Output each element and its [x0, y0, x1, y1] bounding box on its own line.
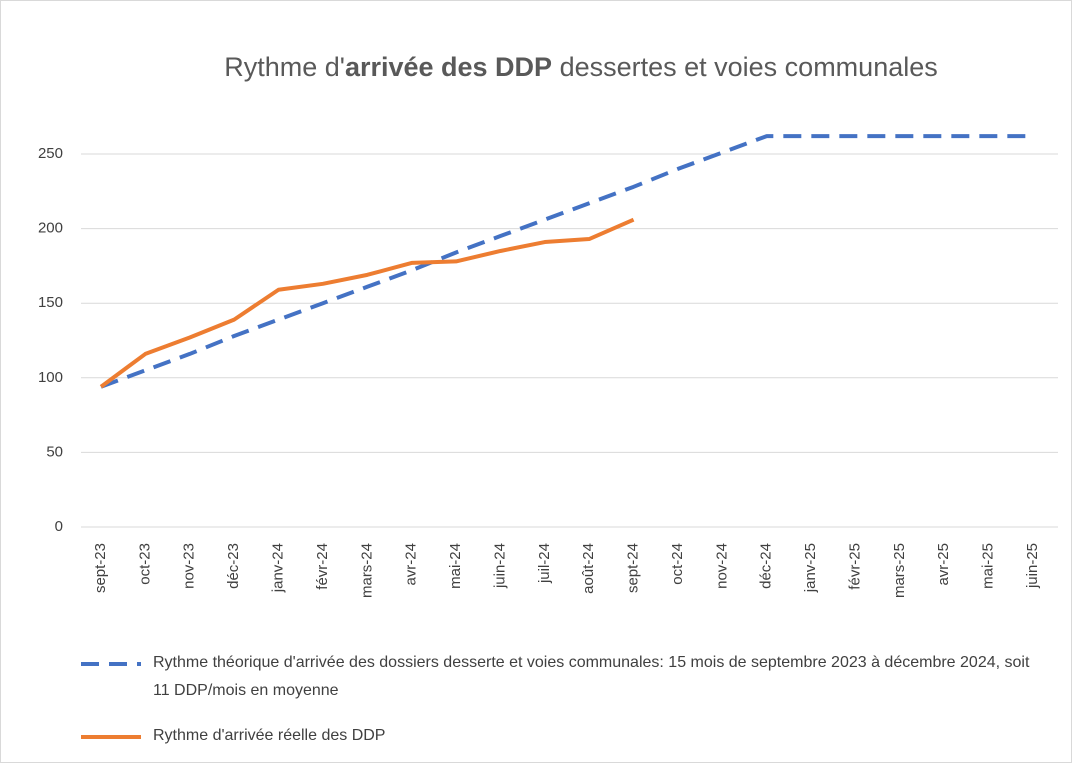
x-tick-label: mai-25 [980, 543, 997, 589]
y-tick-label: 50 [46, 443, 63, 460]
x-tick-label: nov-23 [181, 543, 198, 589]
x-tick-label: déc-24 [758, 543, 775, 589]
chart-title: Rythme d'arrivée des DDP dessertes et vo… [224, 52, 938, 82]
legend-swatch [81, 662, 141, 666]
series-line [100, 134, 1033, 389]
x-tick-label: mars-25 [891, 543, 908, 598]
y-tick-label: 200 [38, 220, 63, 237]
x-tick-label: sept-23 [92, 543, 109, 593]
x-tick-label: janv-25 [802, 543, 819, 593]
title-part: arrivée des DDP [345, 52, 552, 82]
title-part: dessertes et voies communales [552, 52, 938, 82]
x-tick-label: mars-24 [358, 543, 375, 598]
x-tick-label: janv-24 [269, 543, 286, 593]
legend-label: Rythme théorique d'arrivée des dossiers … [153, 654, 1030, 699]
legend-label: Rythme d'arrivée réelle des DDP [153, 727, 386, 744]
y-tick-label: 0 [55, 518, 63, 535]
x-tick-label: juin-24 [491, 543, 508, 589]
legend-item: Rythme théorique d'arrivée des dossiers … [81, 649, 1033, 705]
x-tick-label: mai-24 [447, 543, 464, 589]
legend-swatch [81, 735, 141, 739]
y-tick-label: 250 [38, 145, 63, 162]
y-tick-label: 100 [38, 369, 63, 386]
x-tick-label: avr-25 [935, 543, 952, 586]
x-tick-label: oct-23 [136, 543, 153, 585]
chart: Rythme d'arrivée des DDP dessertes et vo… [38, 52, 1058, 598]
x-tick-label: sept-24 [625, 543, 642, 593]
x-tick-label: juin-25 [1024, 543, 1041, 589]
x-tick-label: avr-24 [403, 543, 420, 586]
x-tick-label: oct-24 [669, 543, 686, 585]
x-tick-label: nov-24 [713, 543, 730, 589]
y-tick-label: 150 [38, 294, 63, 311]
x-tick-label: juil-24 [536, 543, 553, 584]
x-tick-label: août-24 [580, 543, 597, 594]
legend-item: Rythme d'arrivée réelle des DDP [81, 722, 1033, 750]
x-tick-label: févr-24 [314, 543, 331, 590]
x-tick-label: déc-23 [225, 543, 242, 589]
series-line [99, 217, 635, 389]
title-part: Rythme d' [224, 52, 345, 82]
x-tick-label: févr-25 [846, 543, 863, 590]
